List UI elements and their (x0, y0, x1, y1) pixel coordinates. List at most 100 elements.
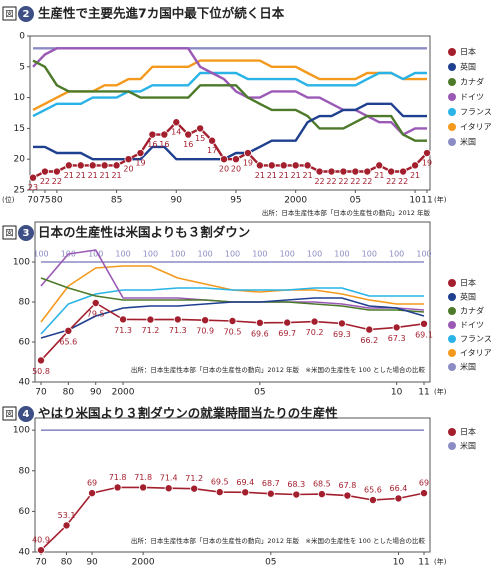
data-point (201, 316, 210, 325)
value-label: 70.2 (306, 328, 324, 337)
y-tick-label: 20 (14, 155, 26, 165)
data-point (310, 317, 319, 326)
x-tick-label: 10 (393, 558, 405, 568)
value-label: 22 (40, 177, 50, 186)
value-label: 67.8 (338, 481, 356, 490)
x-unit: (年) (434, 195, 447, 204)
data-point (243, 149, 252, 158)
legend-label: 英国 (460, 292, 476, 302)
x-tick-label: 90 (171, 196, 183, 206)
source-note: 出所：日本生産性本部「日本の生産性の動向」2012 年版 (262, 208, 431, 217)
data-point (28, 173, 37, 182)
value-label: 22 (338, 177, 348, 186)
x-tick-label: 2000 (284, 196, 307, 206)
data-point (343, 491, 352, 500)
legend-marker (448, 335, 456, 343)
legend-marker (448, 293, 456, 301)
x-tick-label: 90 (90, 388, 102, 398)
y-tick-label: 80 (19, 466, 31, 476)
value-label: 22 (386, 177, 396, 186)
data-point (419, 319, 428, 328)
y-tick-label: 10 (14, 93, 26, 103)
data-point (52, 167, 61, 176)
legend-label: ドイツ (460, 321, 484, 330)
data-point (267, 161, 276, 170)
data-point (231, 155, 240, 164)
plot-frame (29, 35, 431, 191)
data-point (196, 124, 205, 133)
x-tick-label: 80 (63, 388, 75, 398)
legend-marker (448, 63, 456, 71)
fig-label: 図 (6, 410, 14, 419)
x-unit: (年) (434, 387, 447, 396)
fig-number: 4 (23, 409, 30, 420)
data-point (422, 149, 431, 158)
series-line (40, 486, 425, 551)
series-line (32, 71, 427, 118)
data-point (292, 490, 301, 499)
value-label: 69.3 (333, 330, 351, 339)
value-label: 71.2 (185, 474, 203, 483)
value-label: 100 (252, 250, 267, 259)
data-point (337, 319, 346, 328)
y-tick-label: 5 (19, 62, 25, 72)
value-label: 65.6 (59, 337, 77, 346)
data-point (160, 130, 169, 139)
fig-number: 3 (23, 228, 30, 239)
legend-label: カナダ (460, 306, 484, 316)
legend-label: 米国 (460, 362, 476, 372)
data-point (91, 298, 100, 307)
value-label: 21 (410, 171, 420, 180)
fig-number-badge (18, 406, 34, 422)
value-label: 100 (88, 250, 103, 259)
data-point (279, 161, 288, 170)
series-line (32, 59, 427, 111)
value-label: 21 (303, 171, 313, 180)
legend-label: 日本 (460, 427, 476, 437)
value-label: 19 (422, 159, 432, 168)
value-label: 100 (33, 250, 48, 259)
y-tick-label: 15 (14, 124, 25, 134)
source-note: 出所：日本生産性本部「日本の生産性の動向」2012 年版 ※米国の生産性を 10… (131, 536, 426, 545)
x-tick-label: 05 (350, 196, 361, 206)
data-point (37, 546, 46, 555)
data-point (255, 318, 264, 327)
series-line (33, 102, 427, 161)
data-point (291, 161, 300, 170)
data-point (76, 161, 85, 170)
legend-marker (448, 428, 456, 436)
data-point (124, 155, 133, 164)
data-point (375, 161, 384, 170)
x-tick-label: 75 (39, 196, 50, 206)
data-point (392, 323, 401, 332)
value-label: 68.7 (262, 479, 280, 488)
series-line (40, 287, 424, 335)
value-label: 16 (147, 140, 157, 149)
data-point (62, 521, 71, 530)
y-unit: (位) (2, 195, 15, 204)
x-tick-label: 2000 (132, 558, 155, 568)
value-label: 16 (183, 140, 193, 149)
data-point (208, 136, 217, 145)
data-point (220, 155, 229, 164)
value-label: 68.3 (287, 480, 305, 489)
data-point (112, 161, 121, 170)
y-tick-label: 25 (14, 186, 25, 196)
value-label: 22 (398, 177, 408, 186)
x-tick-label: 10 (391, 388, 403, 398)
value-label: 71.2 (142, 326, 160, 335)
data-point (368, 496, 377, 505)
legend-label: 英国 (460, 62, 476, 72)
y-tick-label: 40 (19, 548, 31, 558)
value-label: 53.1 (58, 511, 76, 520)
data-point (100, 161, 109, 170)
legend-marker (448, 321, 456, 329)
data-point (419, 489, 428, 498)
fig-label: 図 (6, 10, 14, 19)
x-tick-label: 70 (35, 388, 47, 398)
value-label: 21 (111, 171, 121, 180)
x-tick-label: 80 (51, 196, 63, 206)
chart-title: やはり米国より３割ダウンの就業時間当たりの生産性 (38, 406, 338, 421)
